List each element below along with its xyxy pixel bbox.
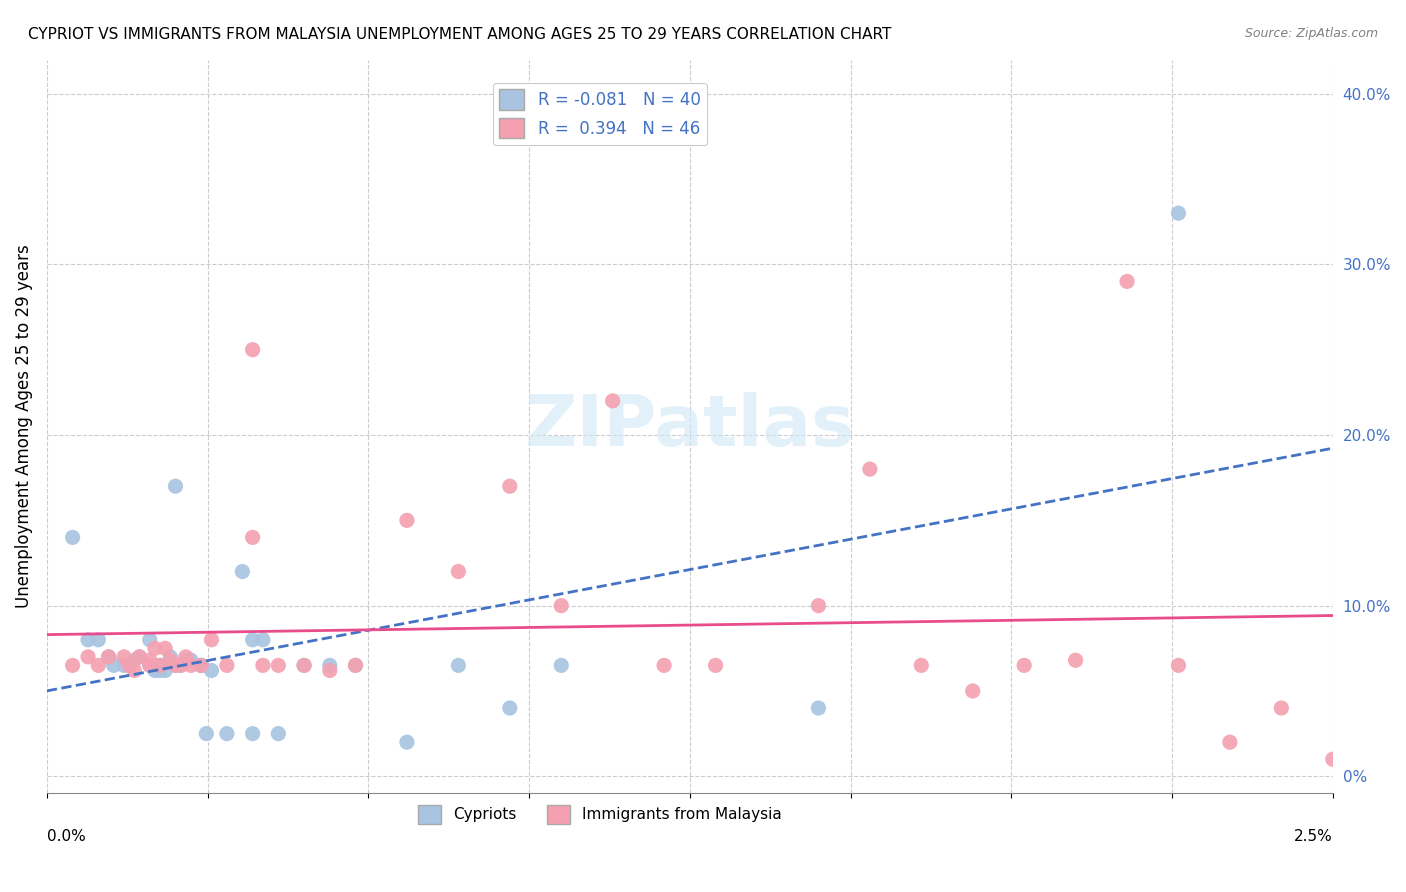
Text: Source: ZipAtlas.com: Source: ZipAtlas.com [1244, 27, 1378, 40]
Point [97, 649, 120, 664]
Point [139, 632, 162, 647]
Point [190, 658, 212, 673]
Point [200, 664, 222, 678]
Point [252, 658, 274, 673]
Point [319, 664, 342, 678]
Point [1270, 701, 1292, 715]
Point [395, 513, 418, 527]
Point [1322, 752, 1344, 766]
Text: 0.0%: 0.0% [46, 829, 86, 844]
Point [128, 649, 150, 664]
Point [139, 658, 162, 673]
Point [602, 393, 624, 408]
Point [174, 653, 197, 667]
Point [143, 664, 166, 678]
Point [200, 632, 222, 647]
Point [242, 632, 264, 647]
Point [292, 658, 315, 673]
Point [807, 701, 830, 715]
Point [149, 658, 172, 673]
Point [190, 658, 212, 673]
Point [1064, 653, 1087, 667]
Point [77, 649, 100, 664]
Point [62, 530, 84, 544]
Point [112, 658, 135, 673]
Point [124, 653, 146, 667]
Point [124, 664, 146, 678]
Point [87, 632, 110, 647]
Point [190, 658, 212, 673]
Point [118, 658, 141, 673]
Point [962, 684, 984, 698]
Point [103, 658, 125, 673]
Point [97, 649, 120, 664]
Point [174, 649, 197, 664]
Point [87, 658, 110, 673]
Point [231, 565, 253, 579]
Point [159, 653, 181, 667]
Point [242, 726, 264, 740]
Point [499, 701, 522, 715]
Point [242, 343, 264, 357]
Point [267, 726, 290, 740]
Point [807, 599, 830, 613]
Point [1012, 658, 1035, 673]
Point [447, 565, 470, 579]
Y-axis label: Unemployment Among Ages 25 to 29 years: Unemployment Among Ages 25 to 29 years [15, 244, 32, 608]
Point [62, 658, 84, 673]
Point [499, 479, 522, 493]
Point [169, 658, 191, 673]
Point [319, 658, 342, 673]
Point [180, 658, 202, 673]
Text: ZIPatlas: ZIPatlas [524, 392, 855, 461]
Text: CYPRIOT VS IMMIGRANTS FROM MALAYSIA UNEMPLOYMENT AMONG AGES 25 TO 29 YEARS CORRE: CYPRIOT VS IMMIGRANTS FROM MALAYSIA UNEM… [28, 27, 891, 42]
Point [344, 658, 367, 673]
Point [447, 658, 470, 673]
Point [859, 462, 882, 476]
Point [292, 658, 315, 673]
Point [149, 664, 172, 678]
Point [165, 658, 187, 673]
Point [1219, 735, 1241, 749]
Point [195, 726, 218, 740]
Point [267, 658, 290, 673]
Point [344, 658, 367, 673]
Point [704, 658, 727, 673]
Point [118, 658, 141, 673]
Text: 2.5%: 2.5% [1294, 829, 1333, 844]
Point [128, 649, 150, 664]
Point [215, 658, 238, 673]
Point [550, 658, 572, 673]
Point [165, 658, 187, 673]
Point [165, 479, 187, 493]
Point [143, 641, 166, 656]
Point [652, 658, 675, 673]
Legend: Cypriots, Immigrants from Malaysia: Cypriots, Immigrants from Malaysia [412, 799, 787, 830]
Point [139, 653, 162, 667]
Point [215, 726, 238, 740]
Point [112, 649, 135, 664]
Point [242, 530, 264, 544]
Point [1116, 275, 1139, 289]
Point [159, 649, 181, 664]
Point [153, 664, 176, 678]
Point [910, 658, 932, 673]
Point [252, 632, 274, 647]
Point [1167, 206, 1189, 220]
Point [77, 632, 100, 647]
Point [169, 658, 191, 673]
Point [139, 658, 162, 673]
Point [180, 653, 202, 667]
Point [395, 735, 418, 749]
Point [153, 641, 176, 656]
Point [1167, 658, 1189, 673]
Point [550, 599, 572, 613]
Point [149, 658, 172, 673]
